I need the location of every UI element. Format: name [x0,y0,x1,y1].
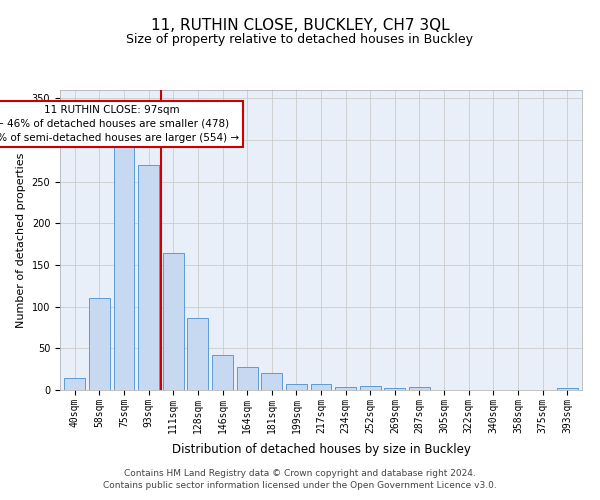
Bar [335,386,356,390]
Bar [64,378,85,390]
Bar [261,374,282,390]
Text: Contains HM Land Registry data © Crown copyright and database right 2024.
Contai: Contains HM Land Registry data © Crown c… [103,469,497,490]
Text: Size of property relative to detached houses in Buckley: Size of property relative to detached ho… [127,32,473,46]
Bar [113,146,134,390]
Bar [360,386,381,390]
Y-axis label: Number of detached properties: Number of detached properties [16,152,26,328]
Bar [187,318,208,390]
Bar [163,252,184,390]
Text: 11 RUTHIN CLOSE: 97sqm
← 46% of detached houses are smaller (478)
53% of semi-de: 11 RUTHIN CLOSE: 97sqm ← 46% of detached… [0,105,239,143]
Bar [286,384,307,390]
Bar [236,366,257,390]
Bar [89,298,110,390]
Bar [138,165,159,390]
Bar [212,355,233,390]
Text: 11, RUTHIN CLOSE, BUCKLEY, CH7 3QL: 11, RUTHIN CLOSE, BUCKLEY, CH7 3QL [151,18,449,32]
Bar [311,384,331,390]
Text: Distribution of detached houses by size in Buckley: Distribution of detached houses by size … [172,442,470,456]
Bar [409,386,430,390]
Bar [385,388,406,390]
Bar [557,388,578,390]
